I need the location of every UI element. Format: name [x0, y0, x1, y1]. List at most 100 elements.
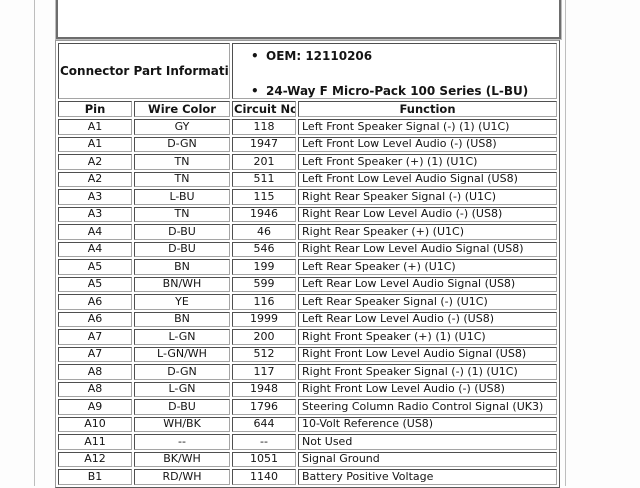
circuit-no-cell: 116: [232, 294, 296, 310]
function-cell: Left Rear Low Level Audio Signal (US8): [298, 276, 558, 292]
table-row: A8 L-GN 1948 Right Front Low Level Audio…: [58, 381, 558, 397]
table-row: A10 WH/BK 644 10-Volt Reference (US8): [58, 416, 558, 432]
pin-cell: A7: [58, 346, 132, 362]
wire-color-cell: --: [134, 434, 230, 450]
wire-color-cell: BN/WH: [134, 276, 230, 292]
wire-color-cell: L-GN/WH: [134, 346, 230, 362]
wire-color-cell: TN: [134, 171, 230, 187]
pin-cell: A6: [58, 311, 132, 327]
circuit-no-cell: 201: [232, 154, 296, 170]
table-row: A9 D-BU 1796 Steering Column Radio Contr…: [58, 399, 558, 415]
table-row: A3 L-BU 115 Right Rear Speaker Signal (-…: [58, 189, 558, 205]
table-row: A7 L-GN 200 Right Front Speaker (+) (1) …: [58, 329, 558, 345]
wire-color-cell: L-BU: [134, 189, 230, 205]
function-cell: Left Rear Speaker Signal (-) (U1C): [298, 294, 558, 310]
table-row: A6 BN 1999 Left Rear Low Level Audio (-)…: [58, 311, 558, 327]
table-row: A1 GY 118 Left Front Speaker Signal (-) …: [58, 119, 558, 135]
wire-color-cell: TN: [134, 206, 230, 222]
function-cell: Right Front Low Level Audio Signal (US8): [298, 346, 558, 362]
circuit-no-cell: 117: [232, 364, 296, 380]
circuit-no-cell: 1999: [232, 311, 296, 327]
circuit-no-cell: 644: [232, 416, 296, 432]
function-cell: Right Rear Low Level Audio Signal (US8): [298, 241, 558, 257]
outer-table-frame: [34, 0, 566, 486]
circuit-no-cell: --: [232, 434, 296, 450]
pin-cell: A12: [58, 451, 132, 467]
function-cell: Left Rear Speaker (+) (U1C): [298, 259, 558, 275]
function-cell: Left Front Low Level Audio Signal (US8): [298, 171, 558, 187]
pin-cell: A9: [58, 399, 132, 415]
column-header-circuit-no: Circuit No.: [232, 101, 296, 117]
column-header-row: Pin Wire Color Circuit No. Function: [58, 101, 558, 117]
connector-view-box: [55, 0, 562, 40]
circuit-no-cell: 1947: [232, 136, 296, 152]
circuit-no-cell: 511: [232, 171, 296, 187]
circuit-no-cell: 1948: [232, 381, 296, 397]
table-row: A2 TN 511 Left Front Low Level Audio Sig…: [58, 171, 558, 187]
circuit-no-cell: 546: [232, 241, 296, 257]
column-header-function: Function: [298, 101, 558, 117]
function-cell: Right Front Speaker Signal (-) (1) (U1C): [298, 364, 558, 380]
table-row: A12 BK/WH 1051 Signal Ground: [58, 451, 558, 467]
table-row: A5 BN/WH 599 Left Rear Low Level Audio S…: [58, 276, 558, 292]
pin-cell: A10: [58, 416, 132, 432]
function-cell: Battery Positive Voltage: [298, 469, 558, 485]
oem-line: • OEM: 12110206: [251, 48, 556, 63]
connector-part-information-label: Connector Part Information: [58, 43, 230, 99]
pin-cell: A7: [58, 329, 132, 345]
function-cell: Right Rear Low Level Audio (-) (US8): [298, 206, 558, 222]
wire-color-cell: D-BU: [134, 399, 230, 415]
function-cell: Left Front Speaker (+) (1) (U1C): [298, 154, 558, 170]
circuit-no-cell: 512: [232, 346, 296, 362]
pin-cell: A5: [58, 259, 132, 275]
function-cell: Right Front Speaker (+) (1) (U1C): [298, 329, 558, 345]
function-cell: Right Front Low Level Audio (-) (US8): [298, 381, 558, 397]
circuit-no-cell: 1946: [232, 206, 296, 222]
function-cell: 10-Volt Reference (US8): [298, 416, 558, 432]
pin-cell: A6: [58, 294, 132, 310]
wire-color-cell: D-GN: [134, 136, 230, 152]
function-cell: Left Front Low Level Audio (-) (US8): [298, 136, 558, 152]
oem-number: OEM: 12110206: [266, 48, 373, 63]
pin-cell: A4: [58, 224, 132, 240]
wire-color-cell: L-GN: [134, 381, 230, 397]
connector-series: 24-Way F Micro-Pack 100 Series (L-BU): [266, 83, 529, 98]
wire-color-cell: D-GN: [134, 364, 230, 380]
wire-color-cell: YE: [134, 294, 230, 310]
table-row: A2 TN 201 Left Front Speaker (+) (1) (U1…: [58, 154, 558, 170]
circuit-no-cell: 46: [232, 224, 296, 240]
function-cell: Not Used: [298, 434, 558, 450]
wire-color-cell: D-BU: [134, 224, 230, 240]
pin-cell: A1: [58, 136, 132, 152]
function-cell: Right Rear Speaker (+) (U1C): [298, 224, 558, 240]
table-row: A4 D-BU 46 Right Rear Speaker (+) (U1C): [58, 224, 558, 240]
pin-cell: A8: [58, 364, 132, 380]
table-row: A1 D-GN 1947 Left Front Low Level Audio …: [58, 136, 558, 152]
column-header-pin: Pin: [58, 101, 132, 117]
circuit-no-cell: 118: [232, 119, 296, 135]
table-row: A3 TN 1946 Right Rear Low Level Audio (-…: [58, 206, 558, 222]
table-row: A6 YE 116 Left Rear Speaker Signal (-) (…: [58, 294, 558, 310]
wire-color-cell: RD/WH: [134, 469, 230, 485]
wire-color-cell: WH/BK: [134, 416, 230, 432]
function-cell: Right Rear Speaker Signal (-) (U1C): [298, 189, 558, 205]
pin-cell: A2: [58, 171, 132, 187]
function-cell: Steering Column Radio Control Signal (UK…: [298, 399, 558, 415]
pin-cell: A11: [58, 434, 132, 450]
table-row: B1 RD/WH 1140 Battery Positive Voltage: [58, 469, 558, 485]
connector-info-table: Connector Part Information • OEM: 121102…: [55, 40, 561, 488]
pin-cell: A5: [58, 276, 132, 292]
circuit-no-cell: 1796: [232, 399, 296, 415]
function-cell: Left Rear Low Level Audio (-) (US8): [298, 311, 558, 327]
bullet-icon: •: [251, 83, 259, 98]
bullet-icon: •: [251, 48, 259, 63]
wire-color-cell: D-BU: [134, 241, 230, 257]
pin-cell: A3: [58, 206, 132, 222]
pin-cell: A8: [58, 381, 132, 397]
function-cell: Left Front Speaker Signal (-) (1) (U1C): [298, 119, 558, 135]
pin-cell: A2: [58, 154, 132, 170]
wire-color-cell: BN: [134, 311, 230, 327]
connector-part-details: • OEM: 12110206 • 24-Way F Micro-Pack 10…: [232, 43, 558, 99]
column-header-wire-color: Wire Color: [134, 101, 230, 117]
connector-header-row: Connector Part Information • OEM: 121102…: [58, 43, 558, 99]
